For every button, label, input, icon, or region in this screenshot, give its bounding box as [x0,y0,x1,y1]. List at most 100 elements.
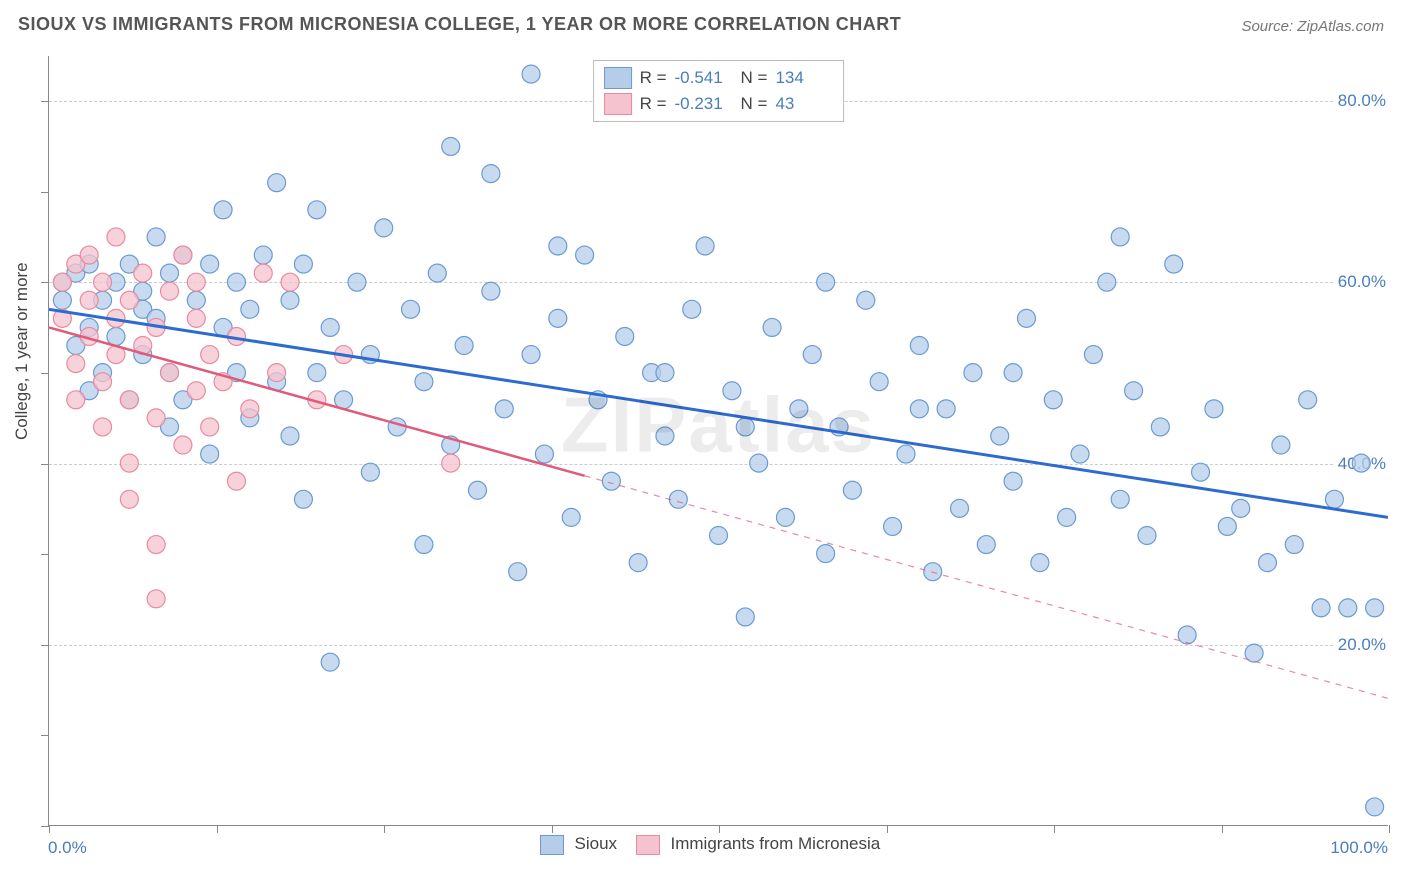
data-point-sioux [1299,391,1317,409]
data-point-sioux [1165,255,1183,273]
data-point-sioux [763,318,781,336]
data-point-sioux [964,364,982,382]
data-point-micronesia [187,273,205,291]
legend-bottom-label-1: Immigrants from Micronesia [671,834,881,853]
data-point-sioux [147,228,165,246]
plot-area: ZIPatlas R = -0.541 N = 134 R = -0.231 N… [48,56,1388,826]
data-point-sioux [53,291,71,309]
data-point-micronesia [187,382,205,400]
data-point-sioux [562,508,580,526]
data-point-micronesia [67,355,85,373]
data-point-sioux [428,264,446,282]
x-tick [49,825,50,833]
legend-bottom-label-0: Sioux [575,834,618,853]
y-axis-title: College, 1 year or more [12,262,32,440]
y-tick [41,826,49,827]
y-tick [41,373,49,374]
data-point-sioux [803,346,821,364]
trendline-ext-micronesia [585,476,1388,699]
chart-svg [49,56,1388,825]
data-point-sioux [790,400,808,418]
data-point-sioux [361,463,379,481]
legend-top-r-label-0: R = [640,68,667,88]
data-point-micronesia [161,282,179,300]
data-point-sioux [482,282,500,300]
data-point-sioux [308,201,326,219]
data-point-sioux [281,427,299,445]
data-point-sioux [161,264,179,282]
data-point-sioux [1111,228,1129,246]
legend-top-n-label-0: N = [741,68,768,88]
data-point-micronesia [94,273,112,291]
data-point-sioux [1312,599,1330,617]
data-point-sioux [870,373,888,391]
data-point-micronesia [67,391,85,409]
data-point-sioux [736,418,754,436]
data-point-micronesia [120,490,138,508]
data-point-sioux [1031,554,1049,572]
data-point-sioux [937,400,955,418]
data-point-sioux [991,427,1009,445]
data-point-sioux [1258,554,1276,572]
data-point-micronesia [120,291,138,309]
data-point-sioux [897,445,915,463]
data-point-sioux [535,445,553,463]
data-point-sioux [1232,499,1250,517]
data-point-sioux [1151,418,1169,436]
data-point-sioux [602,472,620,490]
x-tick [887,825,888,833]
data-point-sioux [201,445,219,463]
y-tick [41,464,49,465]
x-tick [217,825,218,833]
data-point-sioux [1352,454,1370,472]
data-point-sioux [1178,626,1196,644]
data-point-sioux [214,201,232,219]
chart-header: SIOUX VS IMMIGRANTS FROM MICRONESIA COLL… [0,0,1406,50]
data-point-sioux [522,346,540,364]
data-point-sioux [576,246,594,264]
legend-top-swatch-1 [604,93,632,115]
data-point-micronesia [94,373,112,391]
data-point-micronesia [134,264,152,282]
data-point-sioux [549,237,567,255]
data-point-sioux [1218,517,1236,535]
data-point-micronesia [147,590,165,608]
data-point-sioux [468,481,486,499]
legend-top-n-value-1: 43 [775,94,833,114]
chart-source: Source: ZipAtlas.com [1241,18,1384,35]
data-point-sioux [201,255,219,273]
data-point-sioux [455,337,473,355]
data-point-sioux [1004,364,1022,382]
data-point-sioux [268,174,286,192]
data-point-sioux [254,246,272,264]
data-point-sioux [308,364,326,382]
data-point-sioux [495,400,513,418]
data-point-sioux [1058,508,1076,526]
data-point-micronesia [120,391,138,409]
x-tick [552,825,553,833]
data-point-sioux [482,165,500,183]
data-point-sioux [1017,309,1035,327]
data-point-micronesia [120,454,138,472]
data-point-sioux [910,400,928,418]
data-point-sioux [669,490,687,508]
x-tick [1054,825,1055,833]
x-tick [719,825,720,833]
data-point-sioux [776,508,794,526]
legend-top: R = -0.541 N = 134 R = -0.231 N = 43 [593,60,845,122]
data-point-micronesia [281,273,299,291]
data-point-micronesia [201,418,219,436]
data-point-sioux [1192,463,1210,481]
data-point-sioux [723,382,741,400]
data-point-micronesia [254,264,272,282]
legend-top-row-0: R = -0.541 N = 134 [604,65,834,91]
legend-top-row-1: R = -0.231 N = 43 [604,91,834,117]
data-point-sioux [549,309,567,327]
data-point-sioux [388,418,406,436]
data-point-sioux [294,490,312,508]
data-point-sioux [817,545,835,563]
data-point-sioux [1205,400,1223,418]
data-point-sioux [1339,599,1357,617]
data-point-sioux [402,300,420,318]
data-point-sioux [951,499,969,517]
